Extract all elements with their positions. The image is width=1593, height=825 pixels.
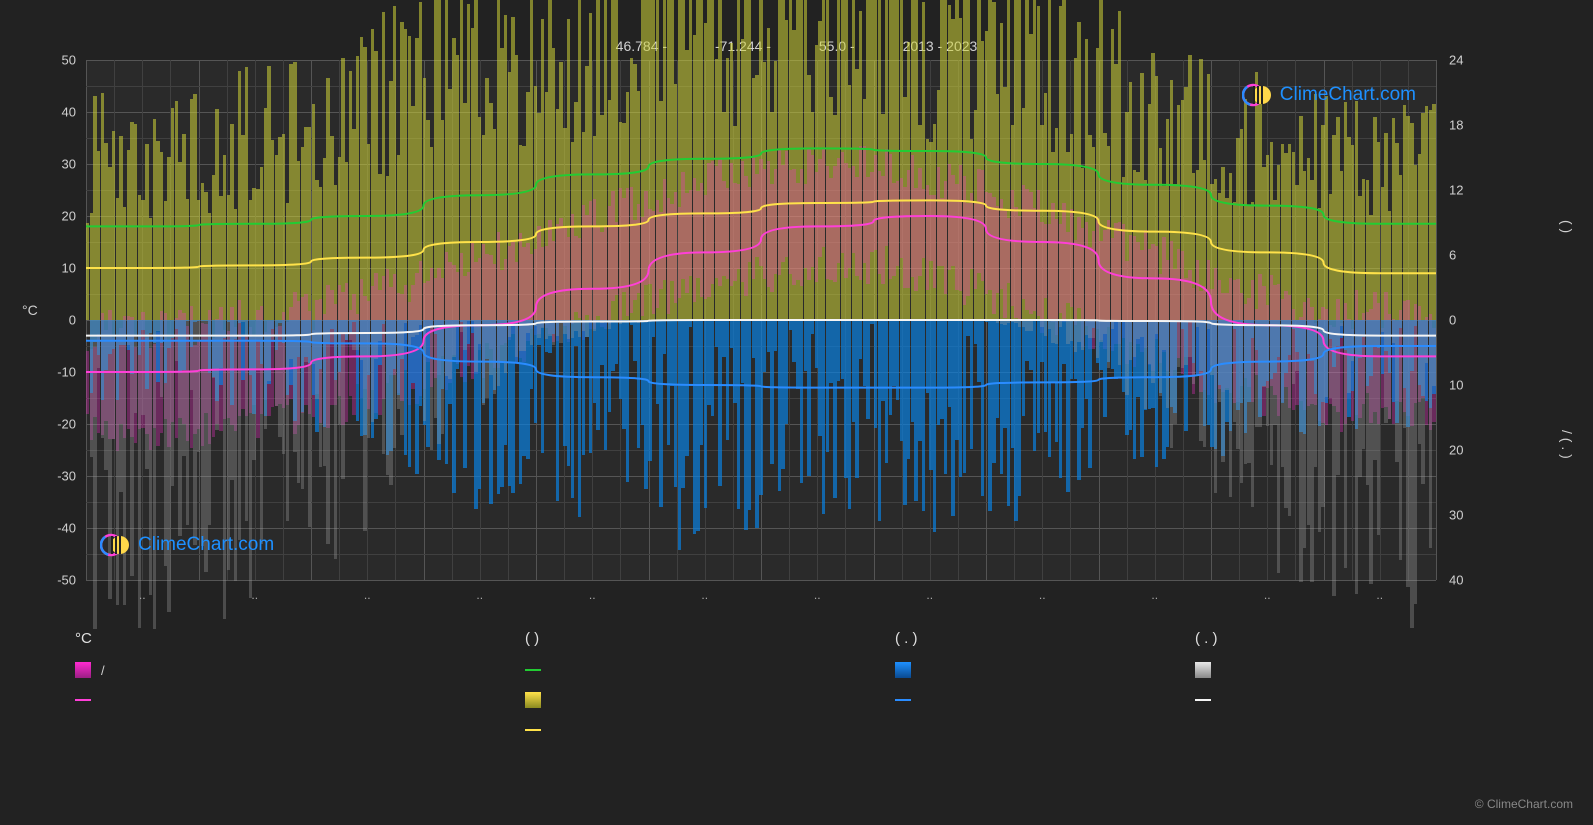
legend-label: / [101, 663, 105, 678]
y-left-tick: 50 [36, 53, 76, 68]
y-right-tick: 10 [1449, 378, 1489, 393]
brand-logo-top: ClimeChart.com [1242, 80, 1416, 110]
x-tick: .. [1264, 588, 1271, 602]
legend-swatch [75, 662, 91, 678]
legend-item [525, 720, 551, 740]
y-right-tick: 20 [1449, 443, 1489, 458]
legend-item [75, 690, 105, 710]
y-left-tick: 30 [36, 157, 76, 172]
legend-header: ( ) [525, 630, 551, 650]
y-left-tick: -20 [36, 417, 76, 432]
climate-chart: ClimeChart.com ClimeChart.com [86, 60, 1436, 580]
y-right-tick-labels: 2418126010203040 [1445, 60, 1485, 580]
legend-col-rain: ( . ) [895, 630, 921, 710]
legend-item [1195, 660, 1221, 680]
legend-swatch [525, 692, 541, 708]
y-left-tick: 0 [36, 313, 76, 328]
y-right-tick: 12 [1449, 183, 1489, 198]
legend-swatch [895, 662, 911, 678]
y-right-axis-title-top: ( ) [1559, 220, 1575, 233]
x-tick: .. [1039, 588, 1046, 602]
y-left-tick: -40 [36, 521, 76, 536]
legend-item [1195, 690, 1221, 710]
y-left-tick: -30 [36, 469, 76, 484]
footer-copyright: © ClimeChart.com [1475, 797, 1573, 811]
x-tick: .. [589, 588, 596, 602]
y-right-tick: 0 [1449, 313, 1489, 328]
y-right-tick: 6 [1449, 248, 1489, 263]
brand-logo-bottom: ClimeChart.com [100, 530, 274, 560]
legend-line-swatch [525, 729, 541, 731]
x-tick-labels: ........................ [86, 588, 1436, 608]
legend-line-swatch [525, 669, 541, 671]
legend-item [895, 660, 921, 680]
legend-item [525, 690, 551, 710]
y-left-tick-labels: 50403020100-10-20-30-40-50 [40, 60, 80, 580]
legend-swatch [1195, 662, 1211, 678]
y-right-tick: 30 [1449, 508, 1489, 523]
lines-layer [86, 60, 1436, 580]
y-left-tick: 20 [36, 209, 76, 224]
legend-col-temp: °C / [75, 630, 105, 710]
x-tick: .. [814, 588, 821, 602]
x-tick: .. [701, 588, 708, 602]
legend-col-snow: ( . ) [1195, 630, 1221, 710]
y-right-tick: 18 [1449, 118, 1489, 133]
y-right-tick: 40 [1449, 573, 1489, 588]
legend-item: / [75, 660, 105, 680]
legend-line-swatch [75, 699, 91, 701]
y-right-tick: 24 [1449, 53, 1489, 68]
legend-header: °C [75, 630, 105, 650]
y-left-tick: 10 [36, 261, 76, 276]
y-right-axis-title-bottom: / ( . ) [1559, 430, 1575, 459]
brand-icon [100, 530, 130, 560]
x-tick: .. [1376, 588, 1383, 602]
legend-line-swatch [1195, 699, 1211, 701]
legend-header: ( . ) [1195, 630, 1221, 650]
brand-text: ClimeChart.com [1280, 84, 1416, 106]
y-left-tick: -10 [36, 365, 76, 380]
legend-item [895, 690, 921, 710]
y-left-tick: -50 [36, 573, 76, 588]
legend-line-swatch [895, 699, 911, 701]
x-tick: .. [364, 588, 371, 602]
x-tick: .. [1151, 588, 1158, 602]
legend-item [525, 660, 551, 680]
x-tick: .. [926, 588, 933, 602]
legend-col-sun: ( ) [525, 630, 551, 740]
y-left-tick: 40 [36, 105, 76, 120]
x-tick: .. [251, 588, 258, 602]
brand-text: ClimeChart.com [138, 534, 274, 556]
x-tick: .. [476, 588, 483, 602]
legend-header: ( . ) [895, 630, 921, 650]
brand-icon [1242, 80, 1272, 110]
